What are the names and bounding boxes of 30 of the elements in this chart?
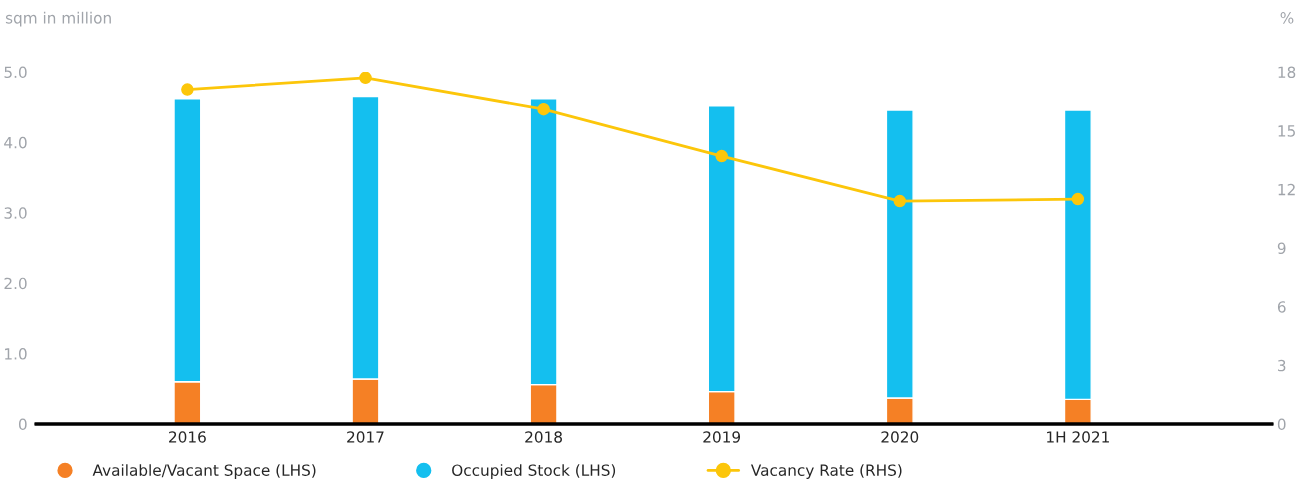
x-tick-label: 2020 xyxy=(881,431,919,443)
y-axis-title: sqm in million xyxy=(5,11,111,27)
x-tick-label: 2016 xyxy=(169,431,206,443)
point xyxy=(715,149,728,163)
y-tick-label: 5.0 xyxy=(4,66,27,79)
y2-tick-label: 6 xyxy=(1277,301,1286,313)
legend-label: Occupied Stock (LHS) xyxy=(452,464,616,479)
point xyxy=(181,83,194,96)
y2-tick-label: 3 xyxy=(1278,359,1286,372)
legend-label: Vacancy Rate (RHS) xyxy=(750,464,902,479)
y2-tick-label: 12 xyxy=(1278,183,1295,196)
y2-axis-title: % xyxy=(1280,12,1294,24)
y-tick-label: 4.0 xyxy=(4,136,27,149)
x-tick-label: 2018 xyxy=(525,431,562,443)
y2-tick-label: 9 xyxy=(1277,242,1286,255)
point xyxy=(1071,192,1085,206)
y-tick-label: 3.0 xyxy=(4,207,27,219)
y2-tick-label: 18 xyxy=(1278,66,1296,79)
point xyxy=(537,102,550,116)
y-tick-label: 1.0 xyxy=(5,348,27,360)
point xyxy=(893,194,907,208)
y-tick-label: 0 xyxy=(18,418,27,431)
y2-tick-label: 15 xyxy=(1278,125,1295,137)
x-tick-label: 2019 xyxy=(703,431,741,443)
x-tick-label: 2017 xyxy=(347,431,384,443)
point xyxy=(359,72,372,85)
y-tick-label: 2.0 xyxy=(4,277,27,290)
legend-label: Available/Vacant Space (LHS) xyxy=(92,464,316,479)
y2-tick-label: 0 xyxy=(1277,418,1286,431)
x-tick-label: 1H 2021 xyxy=(1047,431,1109,443)
